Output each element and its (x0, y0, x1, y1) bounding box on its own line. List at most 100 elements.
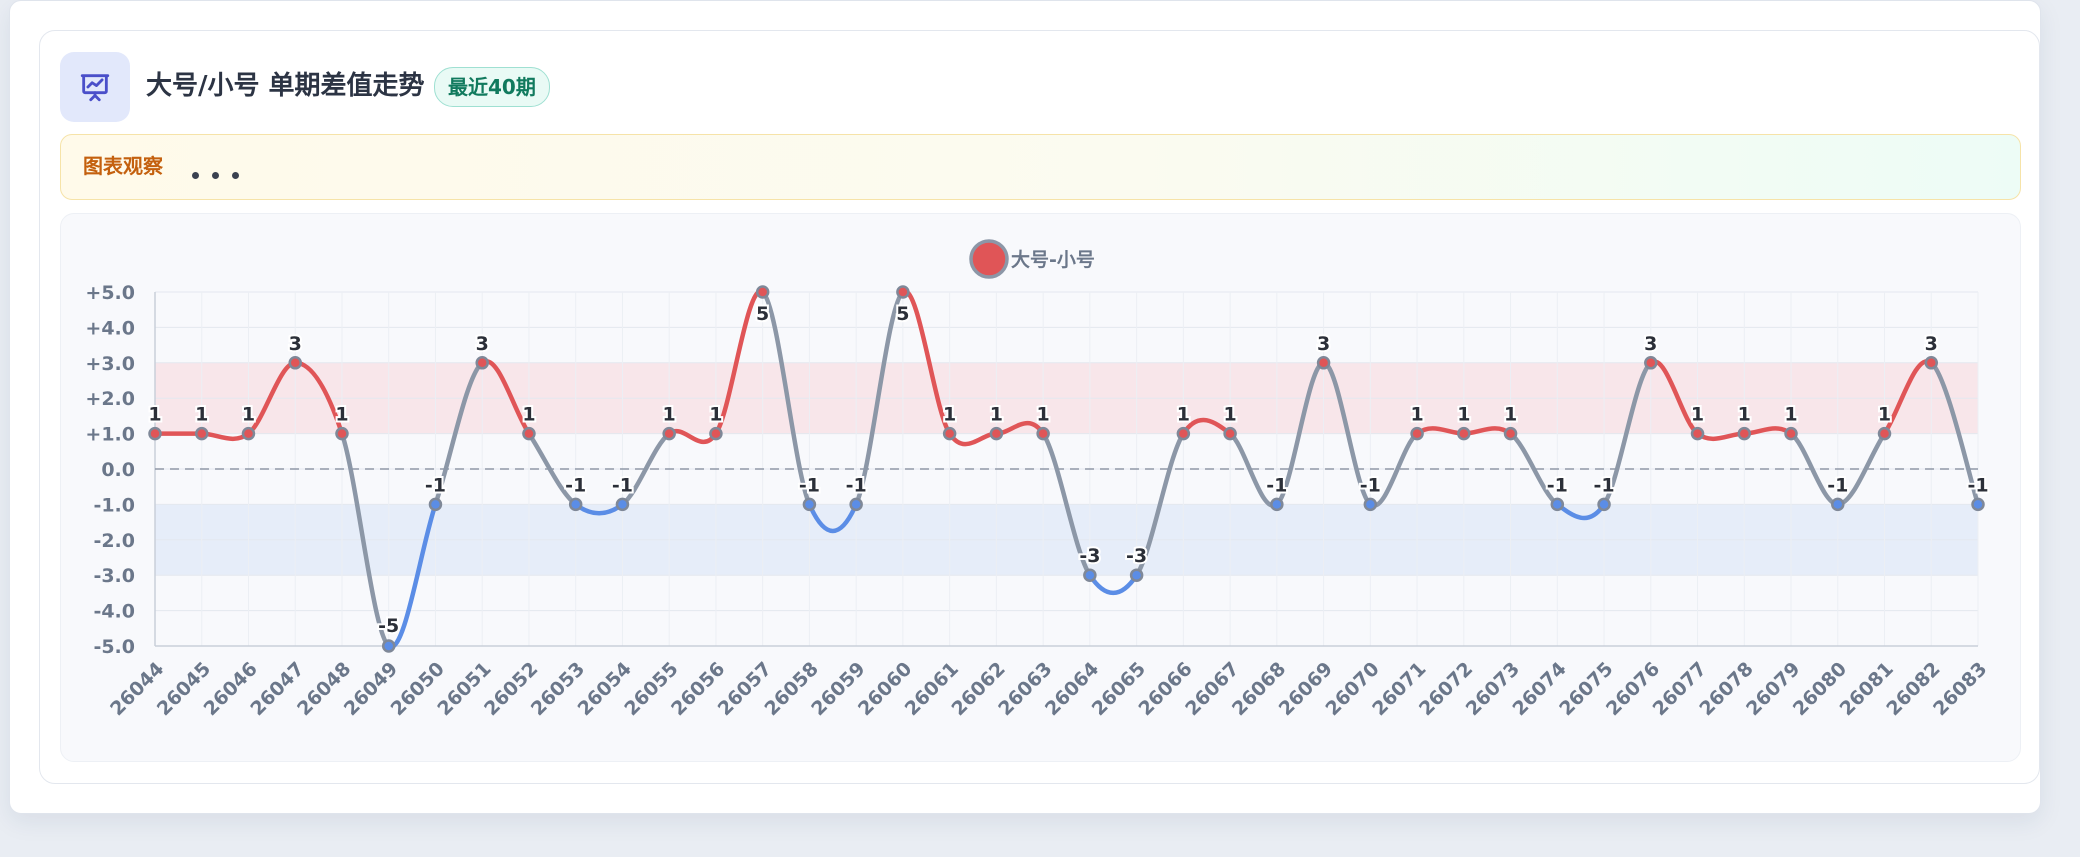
data-label: 3 (289, 333, 302, 355)
data-label: 1 (943, 404, 956, 426)
data-point[interactable] (1176, 426, 1191, 441)
y-tick-label: -1.0 (93, 494, 135, 516)
y-tick-label: +3.0 (85, 353, 135, 375)
y-tick-label: 0.0 (101, 459, 135, 481)
series-line-segment (1040, 431, 1093, 578)
y-tick-label: -5.0 (93, 636, 135, 658)
data-point[interactable] (381, 639, 396, 653)
data-point[interactable] (1270, 497, 1284, 512)
data-point[interactable] (1316, 356, 1331, 370)
data-point[interactable] (1363, 497, 1378, 512)
data-point[interactable] (1690, 426, 1705, 441)
data-point[interactable] (1877, 426, 1892, 441)
y-tick-label: +1.0 (85, 424, 135, 446)
data-point[interactable] (148, 426, 162, 441)
data-label: 5 (896, 303, 909, 325)
series-line-segment (433, 360, 485, 507)
data-label: 1 (663, 404, 676, 426)
data-point[interactable] (615, 497, 630, 512)
legend-label[interactable]: 大号-小号 (1011, 248, 1095, 271)
data-point[interactable] (1971, 497, 1985, 512)
data-point[interactable] (1924, 356, 1939, 370)
observation-label: 图表观察 (83, 154, 163, 178)
data-label: -1 (565, 474, 586, 496)
data-label: 1 (1784, 404, 1797, 426)
data-point[interactable] (989, 426, 1004, 441)
data-label: -1 (612, 474, 633, 496)
data-label: 1 (1691, 404, 1704, 426)
data-point[interactable] (1831, 497, 1845, 512)
data-point[interactable] (1410, 426, 1424, 441)
data-label: 1 (148, 404, 161, 426)
data-point[interactable] (1129, 568, 1144, 582)
data-label: -5 (378, 615, 399, 637)
data-label: 3 (1644, 333, 1657, 355)
data-label: -3 (1079, 545, 1100, 567)
series-line-segment (1087, 572, 1139, 595)
data-label: -1 (846, 474, 867, 496)
data-point[interactable] (755, 285, 770, 299)
data-point[interactable] (194, 426, 209, 441)
data-point[interactable] (1503, 426, 1518, 441)
chart-area (60, 213, 2021, 762)
series-line-segment (760, 289, 812, 507)
series-line-segment (1601, 360, 1654, 507)
data-label: 3 (1317, 333, 1330, 355)
series-line-segment (1321, 360, 1373, 507)
series-line-segment (807, 502, 859, 534)
data-label: 5 (756, 303, 769, 325)
data-label: 1 (1738, 404, 1751, 426)
data-label: -1 (1266, 474, 1287, 496)
data-label: -1 (1593, 474, 1614, 496)
data-point[interactable] (896, 285, 910, 299)
data-point[interactable] (849, 497, 863, 512)
data-point[interactable] (568, 497, 583, 512)
data-point[interactable] (428, 497, 443, 512)
data-point[interactable] (522, 426, 536, 441)
data-point[interactable] (335, 426, 349, 441)
data-point[interactable] (1644, 356, 1658, 370)
data-point[interactable] (1597, 497, 1611, 512)
data-point[interactable] (1457, 426, 1471, 441)
more-dots-icon[interactable] (192, 164, 252, 183)
data-point[interactable] (241, 426, 256, 441)
data-point[interactable] (662, 426, 676, 441)
data-label: -1 (1967, 474, 1988, 496)
data-point[interactable] (1737, 426, 1752, 441)
data-label: 1 (335, 404, 348, 426)
data-point[interactable] (1784, 426, 1798, 441)
data-point[interactable] (475, 356, 489, 370)
period-badge[interactable]: 最近40期 (434, 67, 550, 107)
data-label: 1 (1223, 404, 1236, 426)
data-label: 1 (1878, 404, 1891, 426)
y-tick-label: +4.0 (85, 317, 135, 339)
data-label: 1 (1177, 404, 1190, 426)
data-point[interactable] (1083, 568, 1097, 582)
chart-title: 大号/小号 单期差值走势 (146, 71, 425, 101)
data-point[interactable] (802, 497, 817, 512)
y-tick-label: -2.0 (93, 530, 135, 552)
data-label: 1 (1037, 404, 1050, 426)
data-label: -1 (1547, 474, 1568, 496)
data-point[interactable] (1036, 426, 1050, 441)
y-tick-label: +2.0 (85, 388, 135, 410)
data-label: 1 (522, 404, 535, 426)
presentation-chart-icon (60, 52, 130, 122)
legend-marker[interactable] (969, 239, 1009, 279)
data-point[interactable] (942, 426, 957, 441)
data-point[interactable] (1223, 426, 1237, 441)
y-tick-label: +5.0 (85, 282, 135, 304)
data-label: 3 (1925, 333, 1938, 355)
data-label: 1 (242, 404, 255, 426)
data-point[interactable] (1550, 497, 1565, 512)
data-point[interactable] (288, 356, 302, 370)
data-label: 1 (195, 404, 208, 426)
data-label: 1 (1504, 404, 1517, 426)
series-line-segment (1274, 360, 1326, 507)
data-label: -1 (425, 474, 446, 496)
y-tick-label: -3.0 (93, 565, 135, 587)
observation-banner[interactable]: 图表观察 (60, 134, 2021, 200)
data-label: 1 (1410, 404, 1423, 426)
data-point[interactable] (709, 426, 723, 441)
